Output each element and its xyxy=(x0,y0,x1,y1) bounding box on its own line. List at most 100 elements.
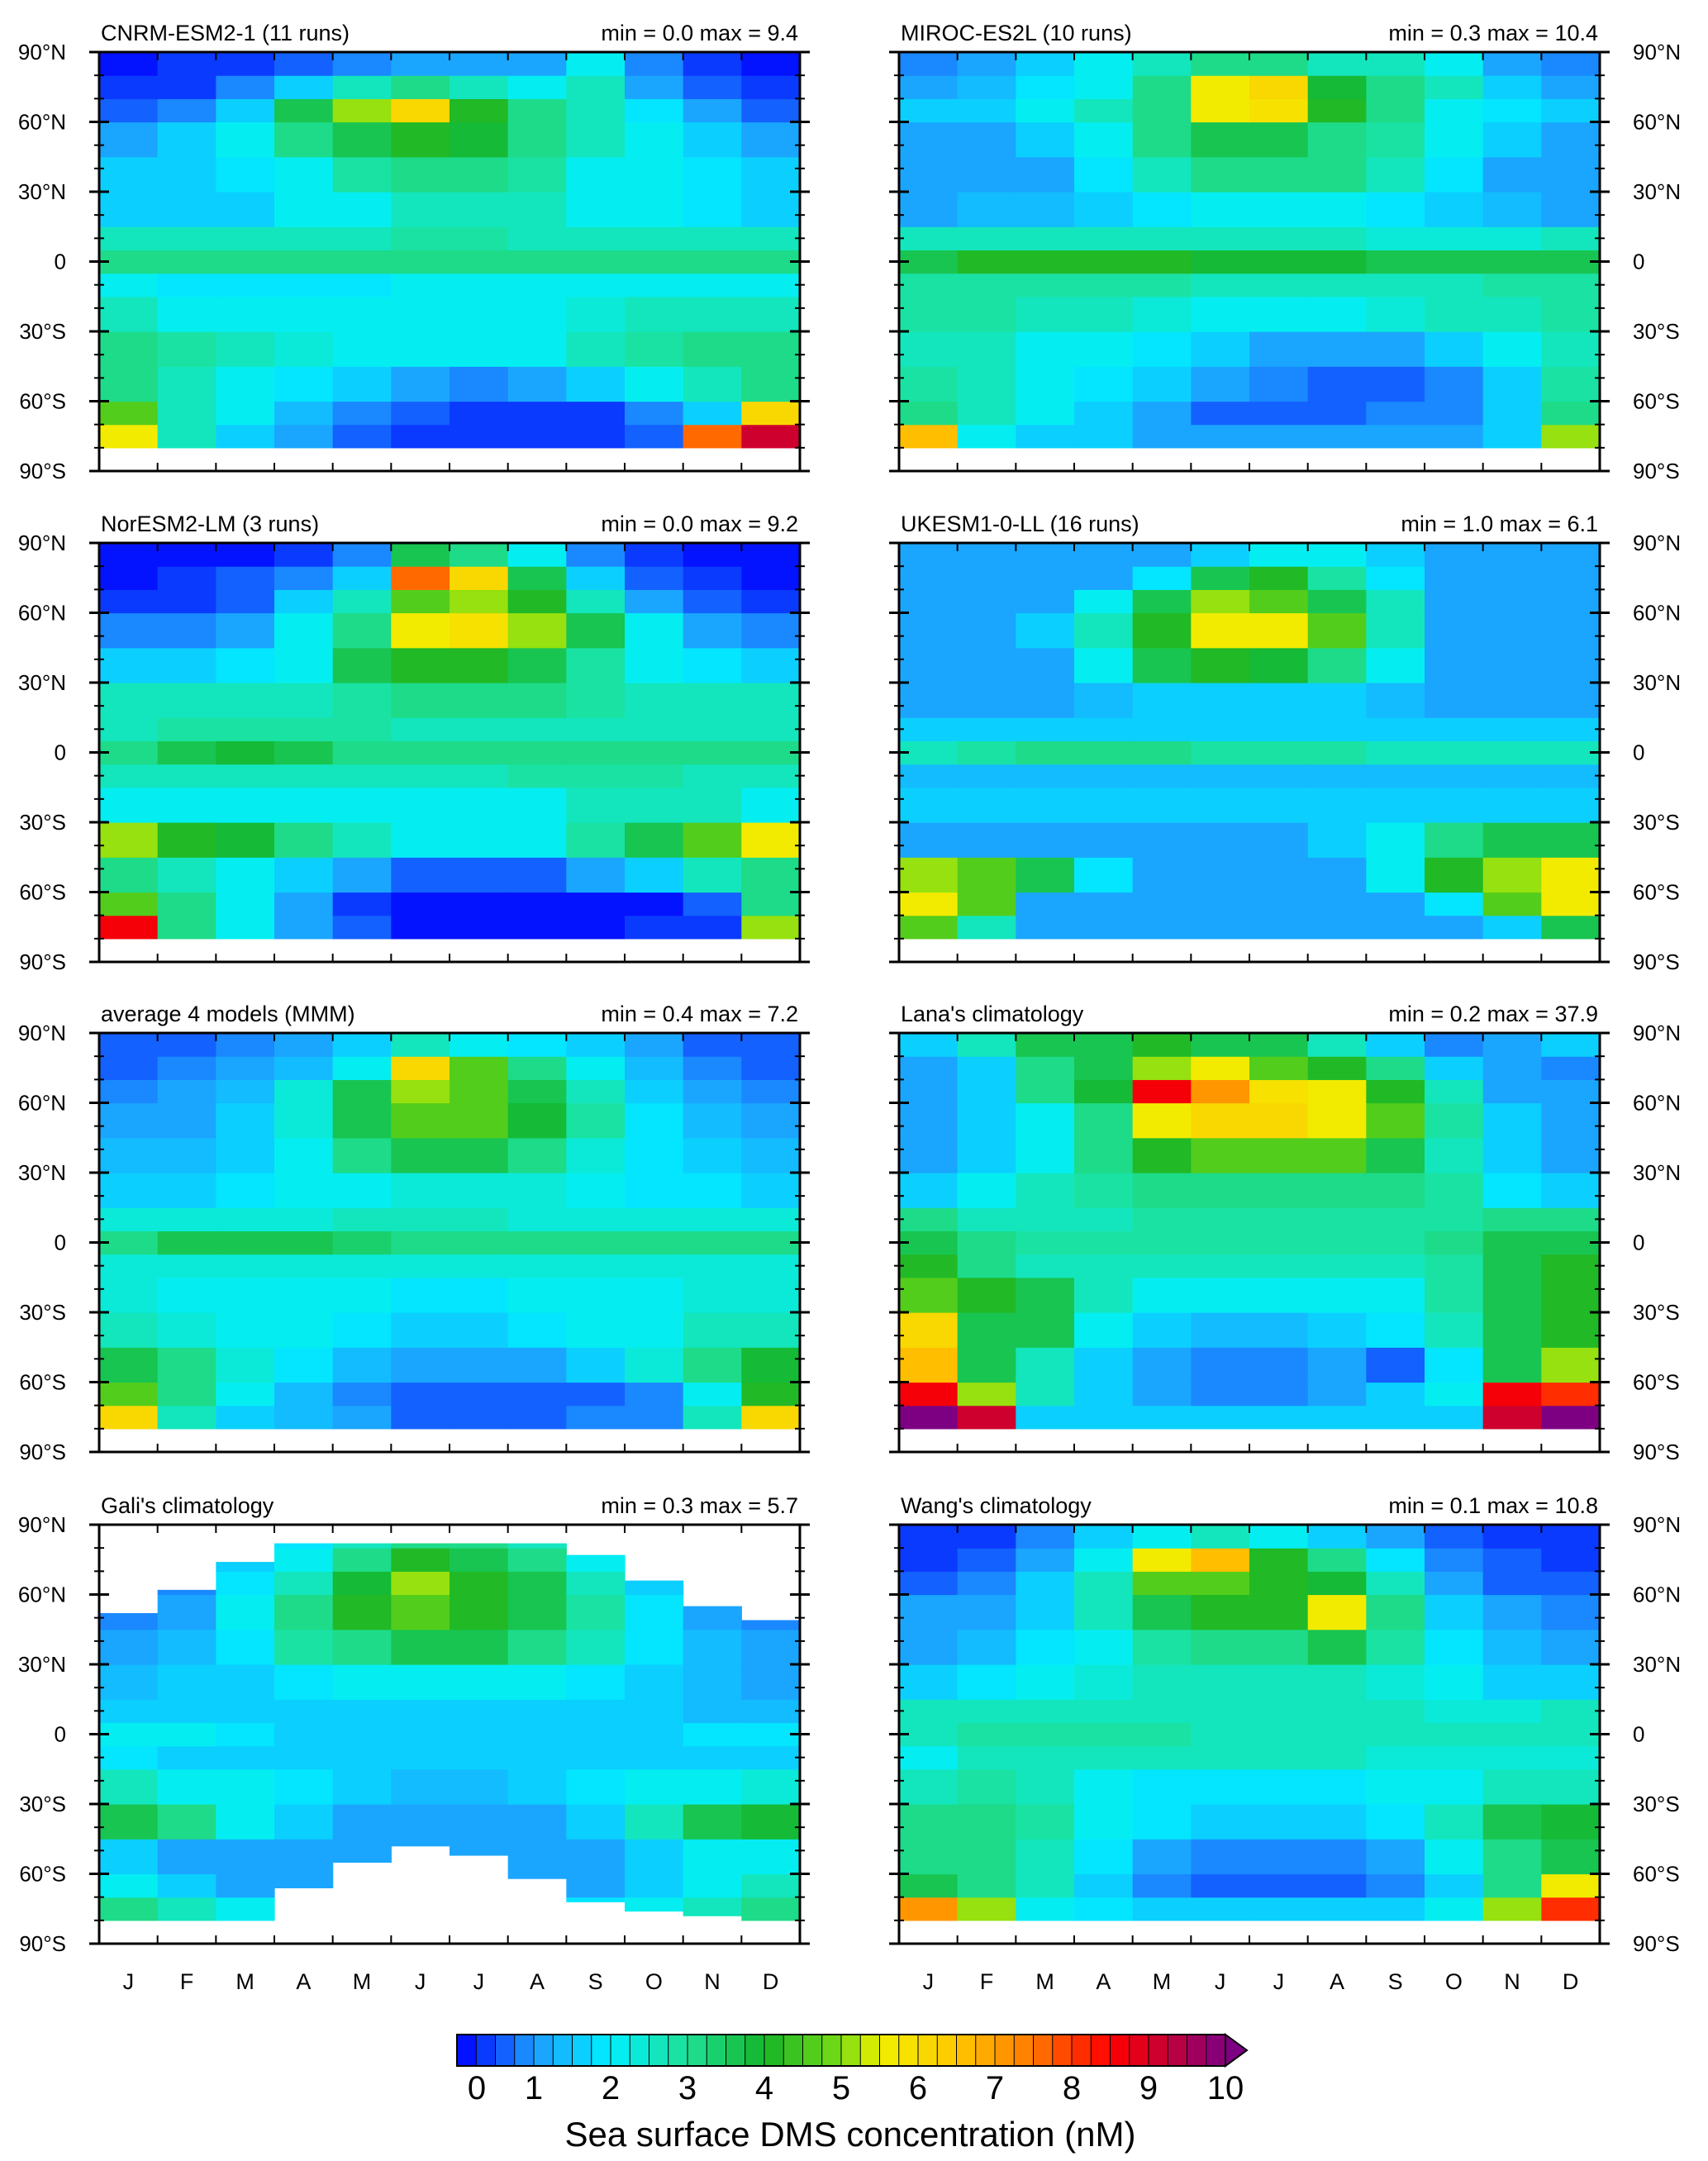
heatmap-cell xyxy=(899,1207,959,1232)
heatmap-cell xyxy=(1132,1382,1192,1407)
colorbar-bin xyxy=(1187,2035,1207,2066)
heatmap-cell xyxy=(566,1079,626,1104)
heatmap-cell xyxy=(450,1804,509,1840)
month-label: A xyxy=(1096,1969,1111,1994)
heatmap-cell xyxy=(1425,1897,1484,1921)
heatmap-cell xyxy=(1074,787,1134,823)
heatmap-cell xyxy=(391,75,450,99)
heatmap-cell xyxy=(450,717,509,742)
heatmap-cell xyxy=(1482,1405,1542,1430)
heatmap-cell xyxy=(1191,1804,1250,1840)
heatmap-cell xyxy=(99,1873,159,1898)
heatmap-cell xyxy=(1249,366,1309,402)
heatmap-cell xyxy=(99,1173,159,1208)
heatmap-cell xyxy=(1074,1033,1134,1057)
panel-title: Lana's climatology xyxy=(901,1002,1084,1026)
heatmap-cell xyxy=(625,1699,684,1724)
heatmap-cell xyxy=(507,1102,567,1139)
heatmap-cell xyxy=(1366,1033,1425,1057)
heatmap-cell xyxy=(274,822,334,858)
heatmap-cell xyxy=(274,250,334,274)
heatmap-cell xyxy=(99,1629,159,1665)
colorbar-bin xyxy=(457,2035,477,2066)
heatmap-cell xyxy=(1307,822,1367,858)
heatmap-cell xyxy=(1074,566,1134,590)
heatmap-cell xyxy=(157,683,216,718)
heatmap-panel: MIROC-ES2L (10 runs) min = 0.3 max = 10.4… xyxy=(889,21,1681,483)
heatmap-cell xyxy=(216,331,275,367)
heatmap-cell xyxy=(1425,543,1484,567)
heatmap-cell xyxy=(1191,1137,1250,1173)
heatmap-cell xyxy=(957,1254,1016,1278)
heatmap-cell xyxy=(566,740,626,765)
heatmap-cell xyxy=(507,787,567,823)
heatmap-cell xyxy=(741,75,801,99)
heatmap-cell xyxy=(99,717,159,742)
heatmap-cell xyxy=(1074,1347,1134,1383)
heatmap-cell xyxy=(157,1629,216,1665)
heatmap-cell xyxy=(1307,424,1367,449)
heatmap-cell xyxy=(1249,52,1309,76)
heatmap-cell xyxy=(1307,1699,1367,1724)
heatmap-cell xyxy=(1074,1548,1134,1572)
lat-tick-label: 90°S xyxy=(1633,1931,1680,1956)
heatmap-cell xyxy=(1482,822,1542,858)
heatmap-cell xyxy=(899,892,959,916)
heatmap-cell xyxy=(1425,1277,1484,1313)
heatmap-cell xyxy=(625,273,684,297)
heatmap-cell xyxy=(1366,566,1425,590)
heatmap-cell xyxy=(1016,1873,1075,1898)
heatmap-cell xyxy=(1249,764,1309,788)
heatmap-cell xyxy=(1307,566,1367,590)
month-axis xyxy=(98,1033,801,1452)
heatmap-cell xyxy=(216,424,275,449)
heatmap-cell xyxy=(391,250,450,274)
heatmap-cell xyxy=(899,1056,959,1080)
heatmap-cell xyxy=(99,1312,159,1348)
heatmap-cell xyxy=(625,1722,684,1747)
heatmap-cell xyxy=(157,366,216,402)
heatmap-cell xyxy=(741,1056,801,1080)
heatmap-cell xyxy=(1541,1839,1601,1875)
heatmap-cell xyxy=(507,1173,567,1208)
heatmap-cell xyxy=(216,1312,275,1348)
heatmap-cell xyxy=(1541,156,1601,193)
heatmap-panel: CNRM-ESM2-1 (11 runs) min = 0.0 max = 9.4… xyxy=(18,21,810,483)
heatmap-cell xyxy=(1307,717,1367,742)
heatmap-cell xyxy=(332,1405,392,1430)
heatmap-cell xyxy=(507,1207,567,1232)
heatmap-cell xyxy=(450,52,509,76)
heatmap-cell xyxy=(1307,647,1367,683)
heatmap-cell xyxy=(1249,1382,1309,1407)
colorbar-bin xyxy=(591,2035,611,2066)
heatmap-cell xyxy=(1016,857,1075,893)
heatmap-cell xyxy=(216,1804,275,1840)
lat-axis: 90°N 60°N 30°N 0 30°S 60°S 90°S xyxy=(18,531,810,974)
heatmap-cell xyxy=(1249,1079,1309,1104)
heatmap-cell xyxy=(1132,740,1192,765)
heatmap-cell xyxy=(625,1173,684,1208)
heatmap-cell xyxy=(566,787,626,823)
month-label: O xyxy=(645,1969,663,1994)
heatmap-cell xyxy=(1249,331,1309,367)
heatmap-cell xyxy=(332,192,392,227)
heatmap-cell xyxy=(507,1571,567,1596)
month-label: N xyxy=(704,1969,721,1994)
heatmap-cell xyxy=(1366,1254,1425,1278)
heatmap-cell xyxy=(1366,1897,1425,1921)
heatmap-cell xyxy=(741,1839,801,1875)
heatmap-cell xyxy=(683,612,742,649)
heatmap-cell xyxy=(1249,543,1309,567)
heatmap-cell xyxy=(391,226,450,251)
heatmap-cell xyxy=(1425,1347,1484,1383)
heatmap-cell xyxy=(332,1056,392,1080)
heatmap-cell xyxy=(741,366,801,402)
heatmap-cell xyxy=(157,1405,216,1430)
heatmap-cell xyxy=(1132,1102,1192,1139)
heatmap-cell xyxy=(274,1137,334,1173)
heatmap-cell xyxy=(1074,1525,1134,1549)
heatmap-cell xyxy=(566,1699,626,1724)
heatmap-cell xyxy=(507,1804,567,1840)
heatmap-cell xyxy=(1074,1768,1134,1805)
heatmap-cell xyxy=(274,1722,334,1747)
